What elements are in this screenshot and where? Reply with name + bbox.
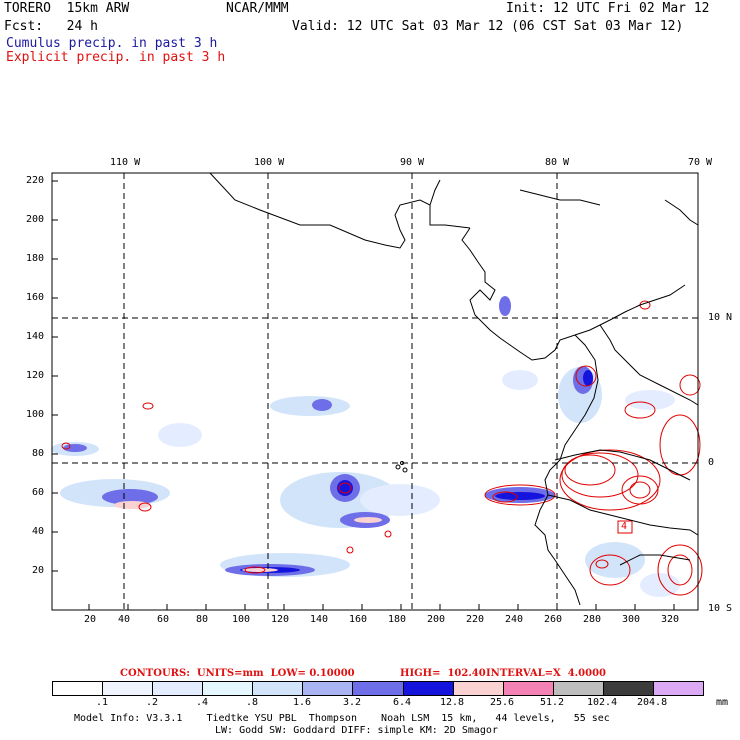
colorbar-label: .4 [196,697,209,708]
y-tick: 40 [32,526,45,537]
x-tick: 280 [583,614,602,625]
map-frame [51,172,699,611]
x-tick: 120 [271,614,290,625]
x-tick: 180 [388,614,407,625]
colorbar-swatch [653,682,704,695]
x-tick: 200 [427,614,446,625]
model-title: TORERO 15km ARW [4,1,130,16]
y-tick: 20 [32,565,45,576]
colorbar-units: mm [716,697,729,708]
y-tick: 100 [26,409,45,420]
y-tick: 180 [26,253,45,264]
contours-interval: INTERVAL=X 4.0000 [486,668,606,679]
inset-label: 4 [621,521,628,532]
colorbar-swatch [403,682,454,695]
colorbar-label: 3.2 [343,697,362,708]
lat-label-0: 0 [708,457,715,468]
colorbar [52,681,704,696]
y-tick: 220 [26,175,45,186]
lon-label-90w: 90 W [400,157,425,168]
colorbar-swatch [253,682,304,695]
colorbar-swatch [153,682,204,695]
colorbar-swatch [303,682,354,695]
x-tick: 40 [118,614,131,625]
y-tick: 160 [26,292,45,303]
colorbar-swatch [453,682,504,695]
colorbar-labels: .1 .2 .4 .8 1.6 3.2 6.4 12.8 25.6 51.2 102.4 204.8 [52,697,702,709]
colorbar-label: 1.6 [293,697,312,708]
colorbar-swatch [503,682,554,695]
colorbar-swatch [53,682,104,695]
physics-info: LW: Godd SW: Goddard DIFF: simple KM: 2D… [215,725,498,736]
lon-label-70w: 70 W [688,157,713,168]
colorbar-swatch [203,682,254,695]
lat-lon-grid [52,173,698,610]
y-tick: 60 [32,487,45,498]
x-tick: 320 [661,614,680,625]
x-tick: 20 [84,614,97,625]
valid-time: Valid: 12 UTC Sat 03 Mar 12 (06 CST Sat … [292,19,684,34]
x-tick: 140 [310,614,329,625]
x-tick: 60 [157,614,170,625]
colorbar-label: 102.4 [587,697,618,708]
x-tick: 260 [544,614,563,625]
colorbar-label: 12.8 [440,697,465,708]
axis-ticks [52,173,698,611]
x-tick: 80 [196,614,209,625]
colorbar-label: 204.8 [637,697,668,708]
precip-shading [51,296,680,597]
x-tick: 220 [466,614,485,625]
explicit-contours [61,300,703,596]
colorbar-label: 25.6 [490,697,515,708]
colorbar-swatch [103,682,154,695]
lat-label-10n: 10 N [708,312,733,323]
colorbar-label: .2 [146,697,159,708]
colorbar-swatch [553,682,604,695]
colorbar-label: .8 [246,697,259,708]
colorbar-swatch [603,682,654,695]
colorbar-label: 51.2 [540,697,565,708]
forecast-hour: Fcst: 24 h [4,19,98,34]
contours-high: HIGH= 102.40 [400,668,486,679]
x-tick: 100 [232,614,251,625]
y-tick: 120 [26,370,45,381]
x-tick: 160 [349,614,368,625]
init-time: Init: 12 UTC Fri 02 Mar 12 [506,1,710,16]
lon-label-100w: 100 W [254,157,285,168]
legend-explicit: Explicit precip. in past 3 h [6,50,226,65]
coastlines [209,172,699,606]
colorbar-label: .1 [96,697,109,708]
lon-label-80w: 80 W [545,157,570,168]
y-tick: 80 [32,448,45,459]
organization-label: NCAR/MMM [226,1,289,16]
legend-cumulus: Cumulus precip. in past 3 h [6,36,218,51]
model-info: Model Info: V3.3.1 Tiedtke YSU PBL Thomp… [74,713,610,724]
y-tick: 140 [26,331,45,342]
colorbar-label: 6.4 [393,697,412,708]
colorbar-swatch [353,682,404,695]
contours-info: CONTOURS: UNITS=mm LOW= 0.10000 [120,668,355,679]
x-tick: 300 [622,614,641,625]
y-tick: 200 [26,214,45,225]
lon-label-110w: 110 W [110,157,141,168]
x-tick: 240 [505,614,524,625]
lat-label-10s: 10 S [708,603,733,614]
